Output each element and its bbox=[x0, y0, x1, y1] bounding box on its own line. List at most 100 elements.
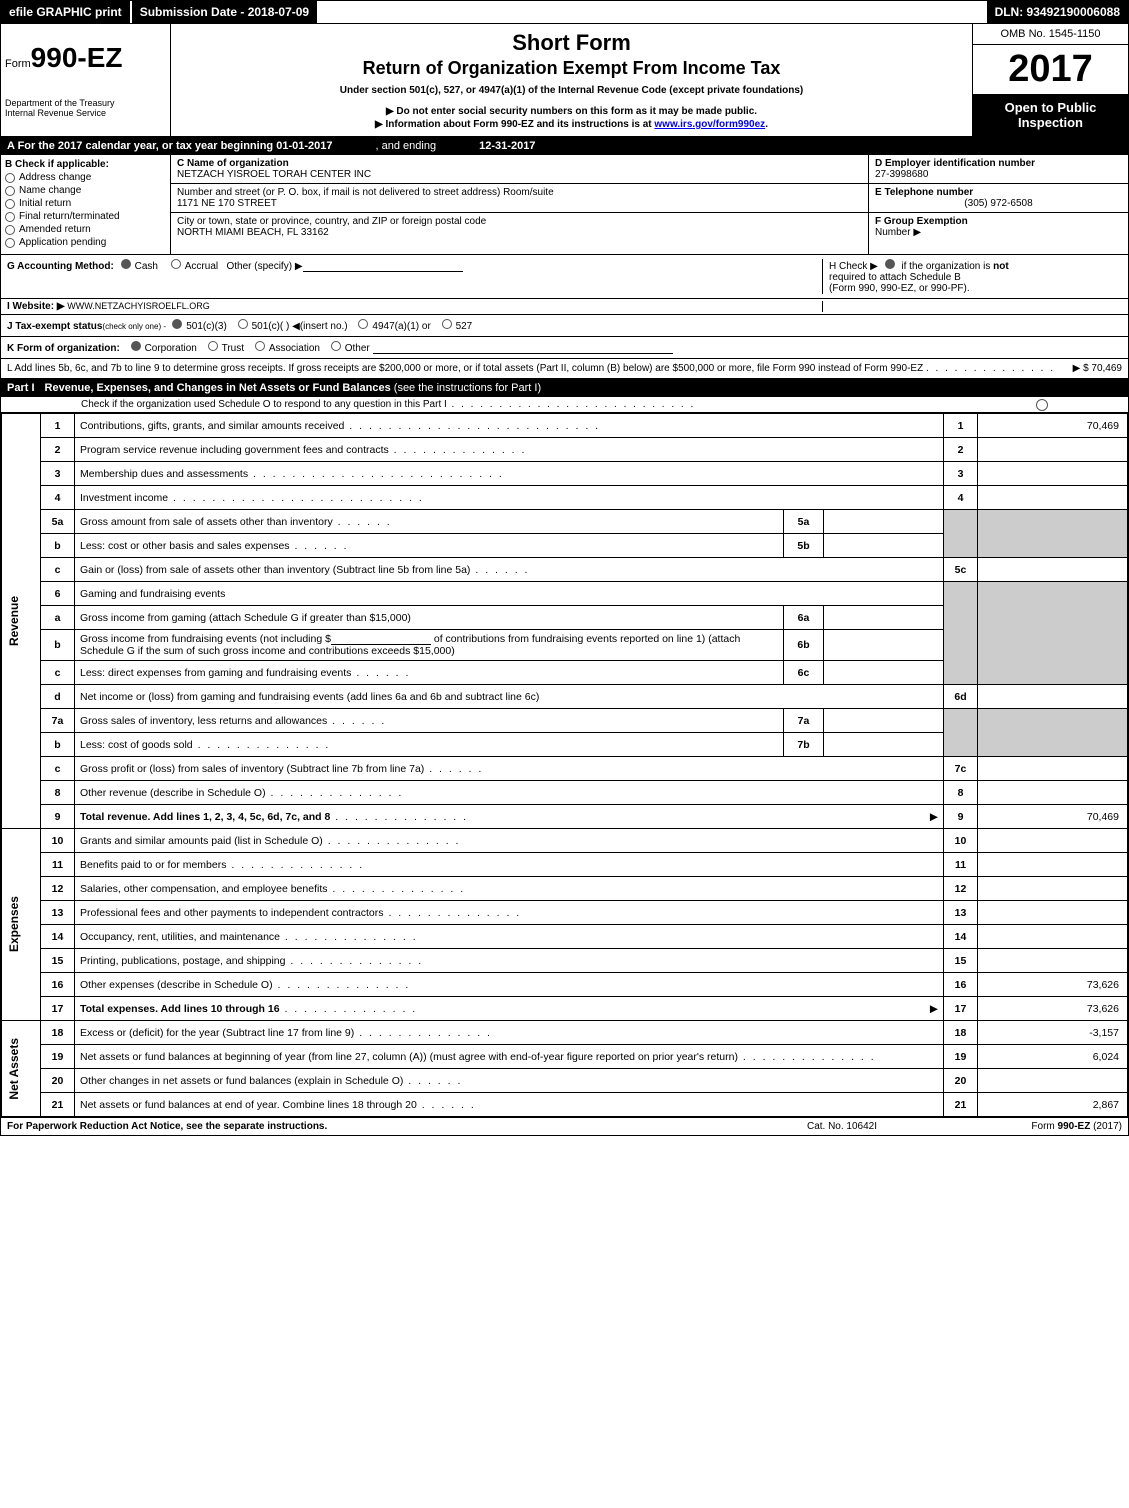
radio-icon[interactable] bbox=[442, 319, 452, 329]
line-14: 14 Occupancy, rent, utilities, and maint… bbox=[2, 925, 1128, 949]
line-value: 6,024 bbox=[978, 1045, 1128, 1069]
line-desc: Gross amount from sale of assets other t… bbox=[75, 510, 784, 534]
line-desc: Membership dues and assessments bbox=[75, 462, 944, 486]
part-1-header: Part I Revenue, Expenses, and Changes in… bbox=[1, 379, 1128, 397]
ein-value: 27-3998680 bbox=[875, 169, 1122, 180]
line-desc: Total revenue. Add lines 1, 2, 3, 4, 5c,… bbox=[75, 805, 944, 829]
radio-checked-icon[interactable] bbox=[121, 259, 131, 269]
line-7c: c Gross profit or (loss) from sales of i… bbox=[2, 757, 1128, 781]
line-num: c bbox=[41, 661, 75, 685]
line-num: 9 bbox=[41, 805, 75, 829]
efile-print-button[interactable]: efile GRAPHIC print bbox=[1, 1, 132, 23]
box-e-label: E Telephone number bbox=[875, 187, 1122, 198]
form-number-value: 990-EZ bbox=[31, 42, 123, 73]
line-desc: Printing, publications, postage, and shi… bbox=[75, 949, 944, 973]
line-num: a bbox=[41, 606, 75, 630]
radio-icon bbox=[5, 238, 15, 248]
line-desc: Net assets or fund balances at beginning… bbox=[75, 1045, 944, 1069]
k-other-input[interactable] bbox=[373, 342, 673, 354]
mini-ref: 5b bbox=[784, 534, 824, 558]
irs-link[interactable]: www.irs.gov/form990ez bbox=[654, 119, 765, 130]
line-18: Net Assets 18 Excess or (deficit) for th… bbox=[2, 1021, 1128, 1045]
radio-checked-icon[interactable] bbox=[885, 259, 895, 269]
mini-ref: 7a bbox=[784, 709, 824, 733]
line-17: 17 Total expenses. Add lines 10 through … bbox=[2, 997, 1128, 1021]
org-name: NETZACH YISROEL TORAH CENTER INC bbox=[177, 169, 862, 180]
line-value bbox=[978, 925, 1128, 949]
checkbox-amended-return[interactable]: Amended return bbox=[5, 224, 166, 235]
chk-label: Initial return bbox=[19, 198, 71, 209]
title-short-form: Short Form bbox=[181, 30, 962, 56]
line-num: 14 bbox=[41, 925, 75, 949]
box-d: D Employer identification number 27-3998… bbox=[869, 155, 1128, 184]
line-value: 70,469 bbox=[978, 414, 1128, 438]
line-num: 16 bbox=[41, 973, 75, 997]
line-ref: 15 bbox=[944, 949, 978, 973]
line-desc: Excess or (deficit) for the year (Subtra… bbox=[75, 1021, 944, 1045]
checkbox-final-return[interactable]: Final return/terminated bbox=[5, 211, 166, 222]
line-desc: Benefits paid to or for members bbox=[75, 853, 944, 877]
footer-form: 990-EZ bbox=[1058, 1121, 1091, 1132]
radio-icon[interactable] bbox=[358, 319, 368, 329]
radio-icon[interactable] bbox=[171, 259, 181, 269]
checkbox-application-pending[interactable]: Application pending bbox=[5, 237, 166, 248]
l9-bold: Total revenue. Add lines 1, 2, 3, 4, 5c,… bbox=[80, 811, 330, 823]
note-ssn: ▶ Do not enter social security numbers o… bbox=[181, 106, 962, 117]
line-num: 6 bbox=[41, 582, 75, 606]
line-desc: Net assets or fund balances at end of ye… bbox=[75, 1093, 944, 1117]
line-desc: Net income or (loss) from gaming and fun… bbox=[75, 685, 944, 709]
radio-icon bbox=[5, 173, 15, 183]
shade-cell bbox=[944, 582, 978, 685]
line-desc: Total expenses. Add lines 10 through 16 … bbox=[75, 997, 944, 1021]
row-g-label: G Accounting Method: bbox=[7, 261, 114, 272]
radio-icon[interactable] bbox=[238, 319, 248, 329]
radio-checked-icon[interactable] bbox=[131, 341, 141, 351]
line-num: 2 bbox=[41, 438, 75, 462]
line-desc: Less: cost or other basis and sales expe… bbox=[75, 534, 784, 558]
line-ref: 4 bbox=[944, 486, 978, 510]
schedule-o-checkbox[interactable] bbox=[1036, 399, 1048, 411]
line-desc: Gross income from gaming (attach Schedul… bbox=[75, 606, 784, 630]
box-c-label: C Name of organization bbox=[177, 158, 862, 169]
line-ref: 3 bbox=[944, 462, 978, 486]
mini-value bbox=[824, 661, 944, 685]
radio-checked-icon[interactable] bbox=[172, 319, 182, 329]
line-ref: 16 bbox=[944, 973, 978, 997]
checkbox-initial-return[interactable]: Initial return bbox=[5, 198, 166, 209]
footer-right-pre: Form bbox=[1031, 1121, 1057, 1132]
checkbox-name-change[interactable]: Name change bbox=[5, 185, 166, 196]
line-num: b bbox=[41, 733, 75, 757]
submission-date-label: Submission Date - 2018-07-09 bbox=[132, 1, 319, 23]
line-desc: Professional fees and other payments to … bbox=[75, 901, 944, 925]
line-desc: Gross profit or (loss) from sales of inv… bbox=[75, 757, 944, 781]
line-value bbox=[978, 558, 1128, 582]
dln-label: DLN: 93492190006088 bbox=[987, 1, 1128, 23]
radio-icon bbox=[5, 212, 15, 222]
line-value bbox=[978, 901, 1128, 925]
form-header: Form990-EZ Department of the Treasury In… bbox=[1, 23, 1128, 137]
row-a-pre: A For the 2017 calendar year, or tax yea… bbox=[7, 140, 276, 152]
tax-year: 2017 bbox=[973, 45, 1128, 94]
dept-irs: Internal Revenue Service bbox=[5, 108, 166, 118]
dots bbox=[926, 363, 1055, 374]
open-line2: Inspection bbox=[977, 115, 1124, 130]
form-prefix: Form bbox=[5, 58, 31, 70]
line-desc: Other expenses (describe in Schedule O) bbox=[75, 973, 944, 997]
other-label: Other (specify) ▶ bbox=[226, 261, 302, 272]
radio-icon[interactable] bbox=[208, 341, 218, 351]
row-j-label: J Tax-exempt status bbox=[7, 321, 102, 332]
checkbox-address-change[interactable]: Address change bbox=[5, 172, 166, 183]
other-specify-input[interactable] bbox=[303, 260, 463, 272]
line-num: 5a bbox=[41, 510, 75, 534]
radio-icon[interactable] bbox=[331, 341, 341, 351]
footer-cat-no: Cat. No. 10642I bbox=[742, 1121, 942, 1132]
line-ref: 8 bbox=[944, 781, 978, 805]
chk-label: Name change bbox=[19, 185, 81, 196]
row-i-label: I Website: ▶ bbox=[7, 301, 65, 312]
l6b-amount-input[interactable] bbox=[331, 633, 431, 645]
note-info-pre: ▶ Information about Form 990-EZ and its … bbox=[375, 119, 654, 130]
page-footer: For Paperwork Reduction Act Notice, see … bbox=[1, 1117, 1128, 1135]
radio-icon[interactable] bbox=[255, 341, 265, 351]
row-g-h: G Accounting Method: Cash Accrual Other … bbox=[1, 255, 1128, 299]
box-f-label: F Group Exemption bbox=[875, 216, 968, 227]
